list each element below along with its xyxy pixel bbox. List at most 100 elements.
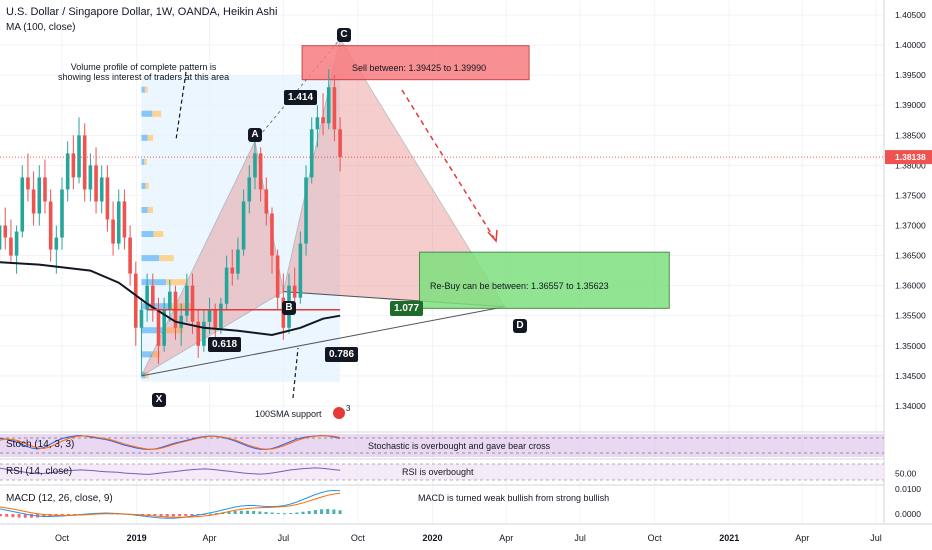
volume-profile-bar xyxy=(159,255,174,262)
buy-zone-box xyxy=(419,251,670,309)
volume-note-arrow xyxy=(175,71,187,141)
price-tick-label: 1.40000 xyxy=(895,40,926,50)
candle-body xyxy=(3,225,8,238)
macd-hist-bar xyxy=(165,514,169,517)
candle-body xyxy=(139,309,144,328)
macd-hist-bar xyxy=(184,514,188,516)
candle-body xyxy=(253,153,257,178)
candle-body xyxy=(145,285,149,310)
events-icon xyxy=(333,407,345,419)
volume-profile-bar xyxy=(141,255,160,262)
sell-zone-label: Sell between: 1.39425 to 1.39990 xyxy=(352,63,487,73)
rsi-band xyxy=(0,464,884,480)
macd-hist-bar xyxy=(17,514,21,518)
point-d-label[interactable]: D xyxy=(513,319,527,333)
time-tick-label: 2019 xyxy=(127,533,147,543)
macd-hist-bar xyxy=(264,512,268,514)
volume-profile-bar xyxy=(147,206,153,213)
candle-body xyxy=(31,189,36,214)
candle-body xyxy=(60,189,64,238)
candle-body xyxy=(213,309,218,328)
point-a-label[interactable]: A xyxy=(248,128,262,142)
volume-note-line2: showing less interest of traders at this… xyxy=(58,72,230,82)
candle-body xyxy=(128,237,132,274)
candle-body xyxy=(309,129,314,178)
price-tick-label: 1.40500 xyxy=(895,10,926,20)
candle-body xyxy=(315,117,320,130)
macd-hist-bar xyxy=(307,511,311,514)
macd-note: MACD is turned weak bullish from strong … xyxy=(418,493,610,503)
candle-body xyxy=(14,231,19,256)
macd-hist-bar xyxy=(276,513,280,514)
candle-body xyxy=(338,129,342,157)
volume-profile-bar xyxy=(141,303,171,310)
candle-body xyxy=(37,177,42,214)
candle-body xyxy=(179,315,183,328)
candle-body xyxy=(236,249,240,274)
candle-body xyxy=(116,201,121,244)
candle-body xyxy=(105,177,110,220)
forecast-arrow-head xyxy=(487,229,498,243)
chart-title: U.S. Dollar / Singapore Dollar, 1W, OAND… xyxy=(6,6,278,18)
time-tick-label: Oct xyxy=(648,533,663,543)
current-price-label: 1.38138 xyxy=(895,152,926,162)
candle-body xyxy=(94,165,98,202)
candle-body xyxy=(258,153,263,190)
point-b-label[interactable]: B xyxy=(282,301,296,315)
candle-body xyxy=(298,243,303,298)
candle-body xyxy=(292,285,297,298)
candle-body xyxy=(20,177,25,232)
ratio-label-ab: 0.618 xyxy=(208,337,242,352)
volume-profile-bar xyxy=(152,110,162,117)
ratio-label-bc: 1.414 xyxy=(284,90,318,105)
ma-100-line xyxy=(0,261,341,337)
point-x-label[interactable]: X xyxy=(152,393,166,407)
volume-profile-bar xyxy=(141,86,145,93)
indicator-label: MA (100, close) xyxy=(6,22,76,33)
macd-hist-bar xyxy=(295,512,299,514)
candle-body xyxy=(304,177,308,244)
macd-signal-line xyxy=(0,492,341,518)
point-c-label[interactable]: C xyxy=(337,28,351,42)
candle-body xyxy=(207,309,212,322)
macd-title: MACD (12, 26, close, 9) xyxy=(6,493,113,504)
candle-body xyxy=(247,177,252,202)
time-tick-label: Apr xyxy=(499,533,513,543)
time-tick-label: Jul xyxy=(870,533,882,543)
macd-hist-bar xyxy=(332,509,336,514)
volume-profile-bar xyxy=(141,351,152,358)
candle-body xyxy=(111,219,115,244)
candle-body xyxy=(71,153,76,178)
candle-body xyxy=(219,303,223,328)
time-tick-label: Apr xyxy=(203,533,217,543)
candle-body xyxy=(332,87,337,130)
candle-body xyxy=(82,135,87,190)
pattern-xd-line xyxy=(141,306,505,377)
rsi-title: RSI (14, close) xyxy=(6,466,73,477)
candle-body xyxy=(275,255,280,298)
sma-support-note: 100SMA support xyxy=(255,409,322,419)
stoch-note: Stochastic is overbought and gave bear c… xyxy=(368,441,551,451)
candle-body xyxy=(162,309,166,346)
stoch-k-line xyxy=(0,434,341,451)
macd-hist-bar xyxy=(153,514,157,516)
macd-tick-label: 0.0000 xyxy=(895,509,921,519)
candle-body xyxy=(230,267,235,274)
macd-line xyxy=(0,489,341,519)
volume-profile-bar xyxy=(147,134,153,141)
time-tick-label: Jul xyxy=(278,533,290,543)
macd-hist-bar xyxy=(320,509,324,514)
candle-body xyxy=(224,267,229,304)
macd-hist-bar xyxy=(171,514,175,517)
macd-hist-bar xyxy=(233,511,237,514)
time-tick-label: Jul xyxy=(574,533,586,543)
volume-profile-bar xyxy=(141,327,165,334)
macd-hist-bar xyxy=(23,514,27,518)
candle-body xyxy=(202,321,206,346)
volume-note-line1: Volume profile of complete pattern is xyxy=(70,62,217,72)
price-tick-label: 1.39500 xyxy=(895,70,926,80)
macd-hist-bar xyxy=(313,510,317,514)
rsi-line xyxy=(0,467,341,475)
